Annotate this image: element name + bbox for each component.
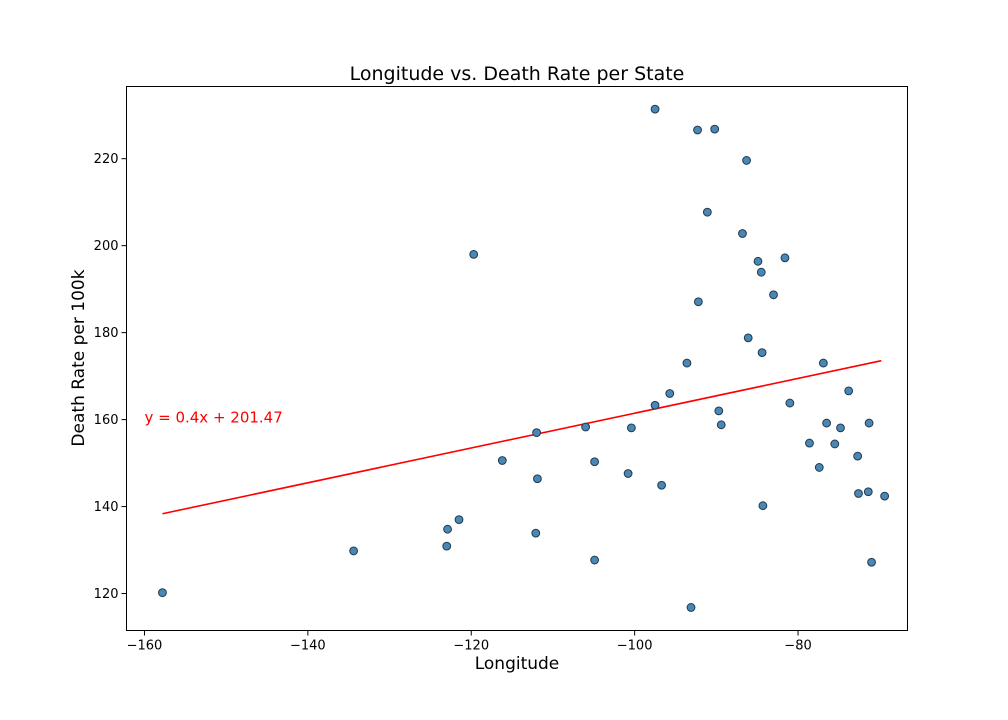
data-point <box>864 418 874 428</box>
chart-title: Longitude vs. Death Rate per State <box>350 63 685 85</box>
data-point <box>710 124 720 134</box>
regression-equation: y = 0.4x + 201.47 <box>144 408 282 426</box>
data-point <box>702 207 712 217</box>
data-point <box>853 451 863 461</box>
x-tick-label: −160 <box>127 639 163 654</box>
data-point <box>756 267 766 277</box>
data-point <box>738 229 747 238</box>
data-point <box>836 423 845 433</box>
data-point <box>814 463 824 472</box>
x-tick-label: −140 <box>290 639 326 654</box>
x-tick-label: −120 <box>453 639 489 654</box>
data-point <box>822 418 832 428</box>
data-point <box>497 456 507 465</box>
x-axis: −160 −140 −120 −100 −80 <box>127 630 812 654</box>
data-point <box>626 423 636 433</box>
y-axis: 120 140 160 180 200 220 <box>94 152 127 602</box>
data-point <box>590 555 600 565</box>
data-point <box>753 256 763 266</box>
y-tick-label: 120 <box>94 587 119 602</box>
data-point <box>693 297 703 307</box>
data-point <box>532 428 542 438</box>
data-point <box>442 541 452 551</box>
x-tick-label: −100 <box>617 639 653 654</box>
data-point <box>686 603 696 612</box>
y-tick-label: 160 <box>94 413 119 428</box>
data-point <box>844 386 854 396</box>
data-point <box>650 400 660 410</box>
data-point <box>714 406 724 416</box>
data-point <box>769 290 778 300</box>
y-tick-label: 200 <box>94 239 119 254</box>
data-point <box>623 469 633 478</box>
data-point <box>665 389 675 398</box>
data-point <box>581 422 591 432</box>
x-tick-label: −80 <box>784 639 811 654</box>
data-point <box>349 546 359 556</box>
y-tick-label: 140 <box>94 500 119 515</box>
data-point <box>867 557 876 567</box>
data-point <box>716 420 726 430</box>
plot-frame <box>126 86 908 631</box>
data-point <box>780 253 790 263</box>
data-point <box>818 358 828 368</box>
data-point <box>682 358 692 368</box>
data-point <box>863 487 873 497</box>
data-point <box>158 588 167 598</box>
data-point <box>650 104 660 114</box>
y-tick-label: 180 <box>94 326 119 341</box>
data-point <box>757 348 767 358</box>
y-axis-label: Death Rate per 100k <box>69 269 89 446</box>
data-point <box>854 489 863 498</box>
data-point <box>454 515 464 525</box>
data-point <box>758 501 768 511</box>
data-point <box>590 457 600 467</box>
data-point <box>785 398 795 408</box>
data-point <box>469 249 479 259</box>
regression-line <box>162 359 882 515</box>
data-point <box>443 524 452 534</box>
x-axis-label: Longitude <box>475 654 560 674</box>
data-point <box>880 491 890 501</box>
y-tick-label: 220 <box>94 152 119 167</box>
plot-area <box>158 104 890 612</box>
data-point <box>657 480 666 490</box>
data-point <box>743 333 753 343</box>
data-point <box>805 438 814 448</box>
data-point <box>742 156 751 165</box>
data-point <box>533 474 542 484</box>
data-point <box>830 439 840 449</box>
data-point <box>531 528 541 538</box>
data-point <box>693 125 702 135</box>
